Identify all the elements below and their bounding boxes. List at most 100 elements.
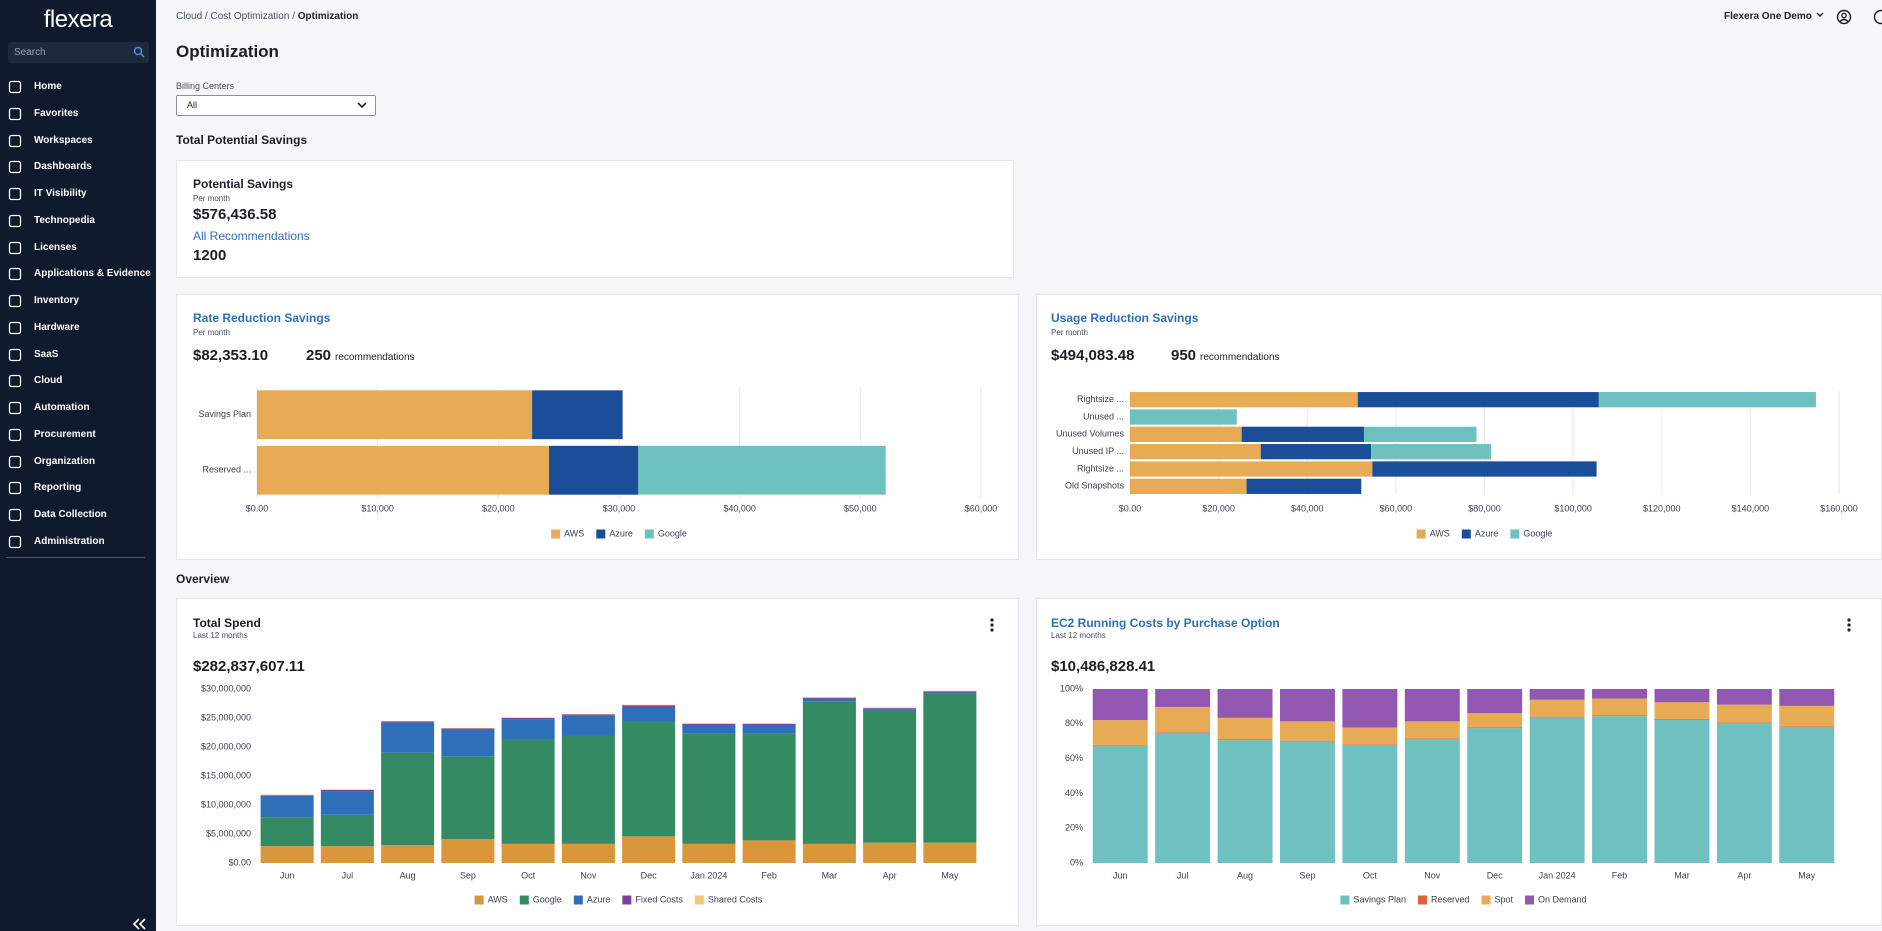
nav-item[interactable]: Technopedia [0,210,156,232]
nav-icon [8,455,22,469]
legend-label: AWS [488,894,508,904]
crumb[interactable]: Cloud [176,11,202,22]
bar-segment [441,728,494,729]
collapse-icon[interactable] [132,918,148,930]
search-box[interactable]: Search [8,42,149,63]
legend-swatch [695,896,704,905]
card-title: Potential Savings [193,177,293,191]
bar-segment [803,699,856,701]
legend-label: AWS [564,528,584,538]
bar-segment [622,836,675,863]
legend-swatch [475,896,484,905]
bar-segment [1371,444,1491,459]
bar-segment [381,721,434,722]
bar-segment [743,724,796,725]
legend-swatch [645,530,654,539]
y-tick-label: 0% [1070,857,1083,867]
bar-segment [1530,717,1585,718]
nav-item[interactable]: Dashboards [0,156,156,178]
nav-item[interactable]: Administration [0,531,156,553]
bar-segment [863,709,916,710]
bar-segment [1592,689,1647,699]
bar-segment [562,715,615,716]
nav-item[interactable]: Home [0,76,156,98]
bar-segment [1592,699,1647,716]
nav-icon [8,267,22,281]
bar-segment [441,730,494,757]
bar-segment [1130,461,1372,476]
bar-segment [502,718,555,719]
nav-item[interactable]: Cloud [0,370,156,392]
user-menu[interactable]: Flexera One Demo [1724,11,1825,22]
y-tick-label: Unused ... [1083,411,1124,421]
nav-item[interactable]: Applications & Evidence [0,263,156,285]
nav-item[interactable]: Hardware [0,317,156,339]
nav-label: Reporting [34,477,81,499]
bar-segment [1280,721,1335,740]
bar-segment [682,734,735,844]
bar-segment [1155,733,1210,863]
brand-logo[interactable]: flexera [0,6,156,34]
legend-swatch [1510,530,1519,539]
legend-label: Google [1523,528,1552,538]
x-tick-label: $60,000 [1380,503,1413,513]
bar-segment [502,719,555,739]
nav-item[interactable]: Reporting [0,477,156,499]
x-tick-label: Aug [400,870,416,880]
nav-item[interactable]: SaaS [0,344,156,366]
nav-item[interactable]: Automation [0,397,156,419]
nav-item[interactable]: Inventory [0,290,156,312]
nav-item[interactable]: Licenses [0,237,156,259]
y-tick-label: 40% [1065,788,1083,798]
bar-segment [622,707,675,722]
bar-segment [638,446,885,495]
bar-segment [863,708,916,709]
y-tick-label: 60% [1065,753,1083,763]
bar-segment [1717,689,1772,705]
nav-item[interactable]: Workspaces [0,130,156,152]
nav-item[interactable]: IT Visibility [0,183,156,205]
user-name: Flexera One Demo [1724,11,1812,22]
legend-label: Azure [609,528,633,538]
filter-select[interactable]: All [176,95,376,116]
x-tick-label: Nov [580,870,597,880]
bar-segment [1218,740,1273,863]
x-tick-label: $0.00 [246,503,269,513]
x-tick-label: $160,000 [1820,503,1858,513]
legend-label: Azure [1475,528,1499,538]
nav-item[interactable]: Procurement [0,424,156,446]
bar-segment [502,717,555,718]
bar-segment [682,844,735,863]
bar-segment [1530,689,1585,700]
bar-segment [1342,727,1397,744]
bar-segment [1342,689,1397,727]
y-tick-label: Rightsize ... [1077,394,1124,404]
bar-segment [1654,702,1709,719]
bar-segment [1130,427,1242,442]
nav-icon [8,321,22,335]
bar-segment [1155,732,1210,733]
bar-segment [261,795,314,796]
crumb-separator: / [205,11,208,22]
crumb[interactable]: Cost Optimization [210,11,289,22]
nav-icon [8,374,22,388]
x-tick-label: Jun [1113,870,1128,880]
y-tick-label: $25,000,000 [201,712,251,722]
bar-segment [1467,727,1522,728]
x-tick-label: $80,000 [1468,503,1501,513]
bar-segment [1280,741,1335,863]
account-icon[interactable] [1836,9,1852,25]
x-tick-label: Jul [1177,870,1189,880]
nav-item[interactable]: Data Collection [0,504,156,526]
nav-label: Technopedia [34,210,95,232]
nav-item[interactable]: Favorites [0,103,156,125]
bar-segment [562,736,615,844]
x-tick-label: $50,000 [844,503,877,513]
bar-segment [381,753,434,845]
help-icon[interactable] [1873,9,1882,25]
nav-item[interactable]: Organization [0,451,156,473]
recommendations-link[interactable]: All Recommendations [193,229,310,243]
x-tick-label: Jan 2024 [1539,870,1576,880]
bar-segment [1130,392,1358,407]
